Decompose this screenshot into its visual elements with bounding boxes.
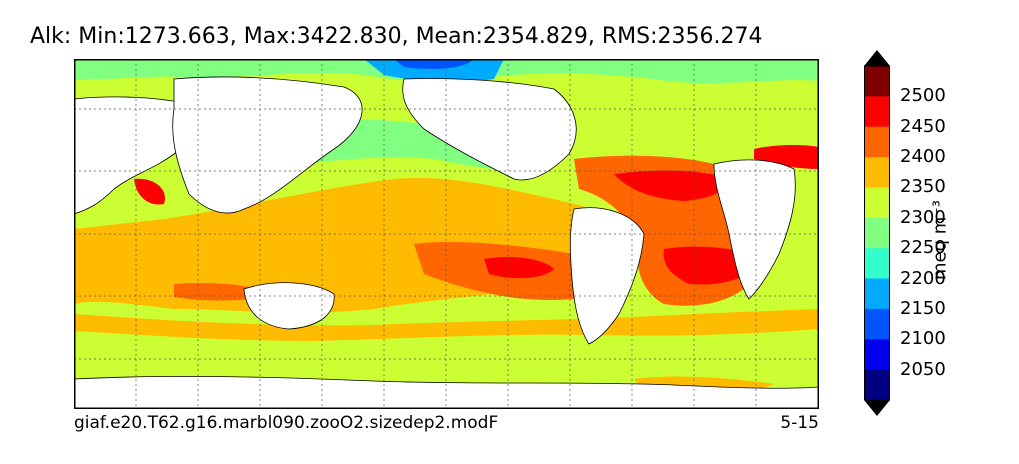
- colorbar-level: [864, 278, 890, 310]
- mediterranean-high: [754, 144, 819, 169]
- colorbar-tick-label: 2400: [900, 146, 946, 168]
- colorbar-svg: [864, 50, 890, 416]
- land-africa-east: [713, 159, 796, 300]
- colorbar-level: [864, 157, 890, 188]
- colorbar-frame: [864, 65, 890, 401]
- southern-orange-band: [74, 309, 819, 341]
- arctic-low-region: [364, 59, 504, 82]
- land-asia: [172, 76, 363, 214]
- colorbar: [864, 50, 890, 416]
- land-south-america: [569, 207, 645, 345]
- south-pacific-max: [484, 257, 554, 279]
- colorbar-level: [864, 187, 890, 219]
- colorbar-level: [864, 248, 890, 280]
- colorbar-tick-label: 2050: [900, 358, 946, 380]
- depth-label: 5-15: [780, 413, 819, 433]
- case-name-label: giaf.e20.T62.g16.marbl090.zooO2.sizedep2…: [74, 413, 499, 433]
- colorbar-top-extend: [864, 50, 890, 66]
- north-atlantic-max: [614, 170, 727, 201]
- colorbar-tick-label: 2150: [900, 297, 946, 319]
- arctic-lowest-region: [394, 59, 474, 69]
- colorbar-level: [864, 217, 890, 249]
- colorbar-level: [864, 66, 890, 97]
- colorbar-tick-label: 2250: [900, 237, 946, 259]
- land-australia: [243, 282, 335, 330]
- colorbar-units-label: meq m⁻³: [929, 199, 951, 281]
- colorbar-tick-label: 2100: [900, 328, 946, 350]
- ocean-map: [74, 59, 819, 409]
- graticule: [74, 59, 819, 409]
- colorbar-level: [864, 369, 890, 401]
- colorbar-tick-label: 2450: [900, 115, 946, 137]
- colorbar-level: [864, 308, 890, 340]
- colorbar-tick-label: 2200: [900, 267, 946, 289]
- map-frame: [74, 59, 819, 409]
- colorbar-bottom-extend: [864, 400, 890, 416]
- colorbar-tick-label: 2350: [900, 176, 946, 198]
- colorbar-level: [864, 339, 890, 371]
- map-svg: [74, 59, 819, 409]
- plot-title: Alk: Min:1273.663, Max:3422.830, Mean:23…: [30, 24, 763, 49]
- colorbar-level: [864, 96, 890, 128]
- colorbar-level: [864, 126, 890, 158]
- colorbar-tick-label: 2500: [900, 85, 946, 107]
- land-africa-europe-west: [74, 96, 196, 215]
- arabian-sea-high: [134, 178, 165, 205]
- land-north-america: [402, 78, 577, 181]
- colorbar-tick-label: 2300: [900, 206, 946, 228]
